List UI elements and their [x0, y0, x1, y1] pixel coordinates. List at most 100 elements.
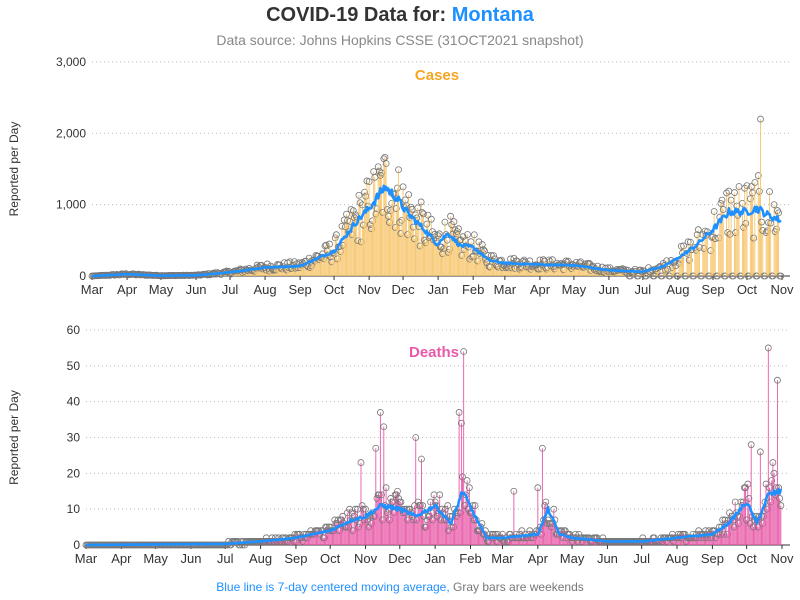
daily-marker	[757, 115, 764, 123]
daily-marker	[510, 487, 518, 495]
daily-marker	[383, 206, 391, 213]
x-tick-label: Aug	[665, 551, 688, 566]
daily-marker	[742, 484, 749, 492]
y-tick-label: 1,000	[56, 198, 86, 212]
daily-marker	[762, 480, 770, 488]
daily-marker	[394, 487, 401, 495]
daily-marker	[743, 182, 751, 190]
daily-marker	[455, 225, 462, 233]
daily-marker	[376, 409, 384, 416]
daily-marker	[444, 502, 452, 509]
daily-marker	[759, 227, 767, 234]
daily-marker	[478, 241, 486, 248]
daily-marker	[776, 495, 784, 502]
daily-marker	[561, 527, 569, 535]
y-tick-label: 10	[67, 502, 81, 516]
x-tick-label: May	[560, 551, 585, 566]
daily-marker	[341, 223, 349, 231]
daily-marker	[518, 527, 526, 535]
daily-marker	[434, 232, 442, 240]
x-tick-label: Aug	[249, 551, 272, 566]
daily-marker	[481, 247, 488, 255]
daily-marker	[685, 256, 693, 264]
daily-marker	[461, 502, 469, 509]
x-tick-label: Apr	[528, 551, 549, 566]
daily-marker	[542, 498, 550, 506]
daily-marker	[754, 172, 762, 179]
x-tick-label: Dec	[388, 551, 412, 566]
x-tick-label: Mar	[81, 282, 104, 297]
x-tick-label: Sep	[289, 282, 312, 297]
daily-marker	[777, 272, 785, 280]
daily-marker	[375, 491, 383, 499]
daily-marker	[382, 484, 390, 492]
daily-marker	[339, 512, 347, 520]
chart-subtitle: Data source: Johns Hopkins CSSE (31OCT20…	[216, 32, 584, 48]
x-tick-label: Oct	[324, 282, 345, 297]
daily-marker	[490, 252, 497, 260]
daily-marker	[434, 512, 441, 520]
daily-marker	[450, 218, 458, 226]
daily-marker	[726, 509, 733, 517]
daily-marker	[387, 495, 395, 502]
daily-marker	[338, 516, 345, 524]
x-tick-label: Sep	[701, 282, 724, 297]
daily-marker	[435, 230, 443, 238]
daily-marker	[372, 444, 380, 452]
daily-marker	[397, 498, 405, 506]
daily-marker	[392, 491, 400, 499]
x-tick-label: Jun	[597, 551, 618, 566]
daily-marker	[362, 505, 369, 513]
daily-marker	[455, 409, 463, 416]
daily-marker	[550, 505, 558, 513]
moving-average-line	[91, 184, 782, 278]
daily-marker	[378, 491, 385, 499]
x-tick-label: Nov	[354, 551, 378, 566]
daily-marker	[538, 444, 546, 452]
x-tick-label: Sep	[701, 551, 724, 566]
daily-marker	[479, 246, 487, 254]
daily-marker	[743, 516, 751, 524]
daily-marker	[349, 207, 357, 215]
x-tick-label: Apr	[111, 551, 132, 566]
x-tick-label: Nov	[770, 282, 794, 297]
daily-marker	[764, 344, 772, 352]
daily-marker	[343, 509, 351, 517]
chart-title: COVID-19 Data for: Montana	[0, 4, 800, 27]
x-tick-label: Jan	[428, 282, 449, 297]
x-tick-label: Jun	[598, 282, 619, 297]
x-tick-label: Jul	[635, 282, 652, 297]
x-tick-label: Nov	[358, 282, 382, 297]
daily-marker	[723, 189, 730, 197]
daily-marker	[357, 459, 365, 466]
daily-marker	[424, 211, 432, 219]
deaths-panel-title: Deaths	[409, 344, 459, 361]
daily-marker	[487, 251, 495, 259]
daily-marker	[359, 505, 367, 513]
y-tick-label: 40	[67, 395, 81, 409]
y-tick-label: 3,000	[56, 55, 86, 69]
daily-marker	[351, 505, 359, 513]
x-tick-label: Aug	[253, 282, 276, 297]
daily-marker	[419, 502, 426, 509]
daily-marker	[453, 228, 461, 236]
x-tick-label: Oct	[737, 282, 758, 297]
daily-marker	[355, 191, 363, 199]
cases-panel-title: Cases	[415, 67, 459, 84]
daily-marker	[768, 477, 776, 484]
x-tick-label: Jan	[425, 551, 446, 566]
daily-marker	[405, 191, 413, 199]
y-tick-label: 0	[73, 538, 80, 552]
daily-marker	[459, 473, 466, 481]
daily-marker	[756, 448, 764, 456]
daily-marker	[441, 218, 449, 226]
daily-marker	[508, 264, 516, 272]
x-tick-label: Mar	[491, 551, 514, 566]
y-tick-label: 60	[67, 323, 81, 337]
daily-marker	[769, 459, 777, 466]
daily-marker	[470, 231, 478, 239]
daily-marker	[365, 178, 373, 186]
daily-marker	[755, 187, 763, 195]
daily-marker	[423, 220, 431, 228]
